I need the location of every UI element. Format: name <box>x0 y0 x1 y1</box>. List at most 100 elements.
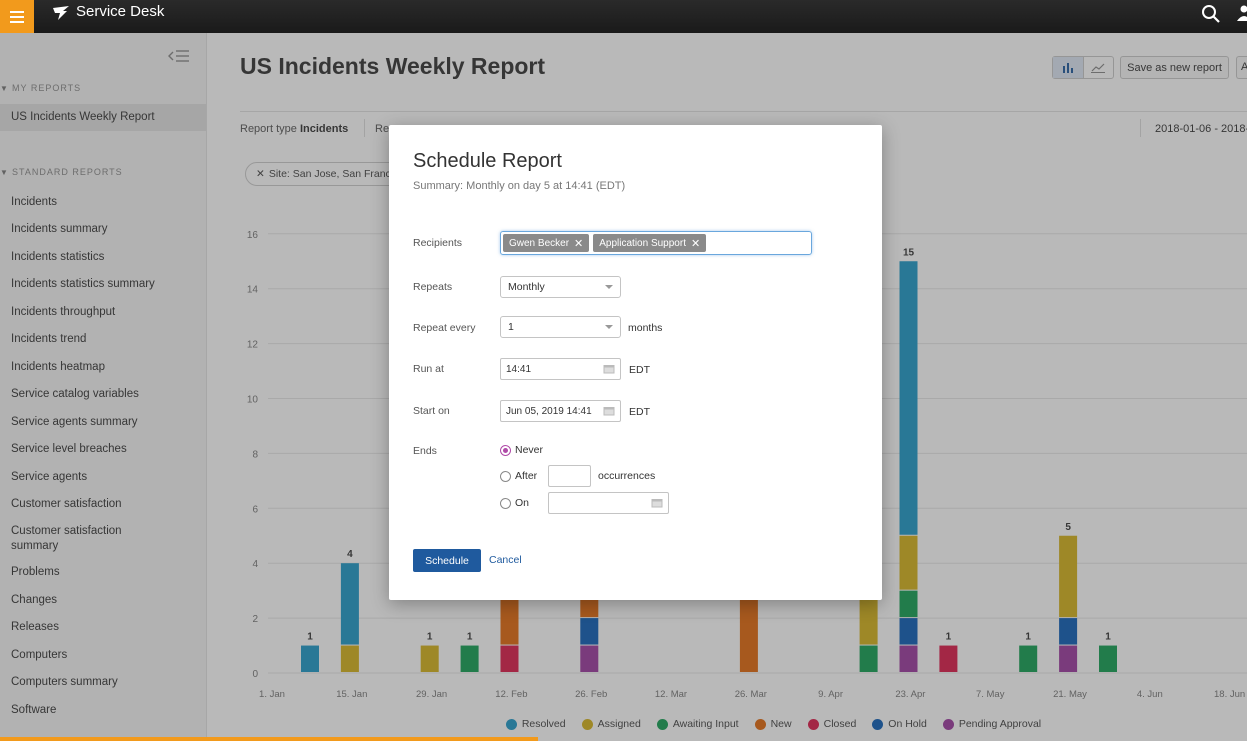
ends-after-radio[interactable]: After <box>500 470 537 482</box>
ends-never-radio[interactable]: Never <box>500 444 543 456</box>
sidebar-item-service-agents-summary[interactable]: Service agents summary <box>11 416 138 428</box>
radio-icon[interactable] <box>500 470 511 482</box>
ends-label: Ends <box>413 445 437 457</box>
y-tick-label: 2 <box>252 614 258 625</box>
hamburger-menu-icon[interactable] <box>0 0 34 33</box>
bar-segment-resolved <box>340 563 359 645</box>
line-chart-icon <box>1091 63 1106 73</box>
remove-recipient-icon[interactable]: ✕ <box>690 237 701 250</box>
legend-label: Assigned <box>597 718 641 730</box>
bar-total-label: 1 <box>307 632 313 643</box>
legend-item-closed[interactable]: Closed <box>807 714 856 734</box>
x-tick-label: 21. May <box>1053 689 1087 700</box>
repeat-every-label: Repeat every <box>413 322 476 334</box>
sidebar-item-service-agents[interactable]: Service agents <box>11 471 88 483</box>
start-on-input[interactable]: Jun 05, 2019 14:41 <box>500 400 621 422</box>
filter-truncated[interactable]: Re <box>375 123 390 135</box>
x-tick-label: 12. Mar <box>655 689 687 700</box>
radio-checked-icon[interactable] <box>500 444 511 456</box>
app-title: Service Desk <box>76 3 165 20</box>
bar-chart-icon <box>1062 62 1073 73</box>
recipients-input[interactable]: Gwen Becker ✕ Application Support ✕ <box>500 231 812 255</box>
dropdown-arrow-icon <box>605 285 613 289</box>
date-range[interactable]: 2018-01-06 - 2018-0 <box>1155 123 1247 135</box>
legend-item-awaiting-input[interactable]: Awaiting Input <box>656 714 739 734</box>
x-tick-label: 4. Jun <box>1137 689 1163 700</box>
legend-label: Resolved <box>521 718 566 730</box>
standard-reports-header[interactable]: ▼ STANDARD REPORTS <box>0 167 123 177</box>
bar-segment-assigned <box>899 535 918 590</box>
bar-segment-closed <box>939 645 958 672</box>
legend-swatch <box>581 718 593 730</box>
sidebar-item-incidents-statistics[interactable]: Incidents statistics <box>11 251 105 263</box>
legend-label: Pending Approval <box>958 718 1042 730</box>
ends-on-radio[interactable]: On <box>500 497 529 509</box>
sidebar-item-computers[interactable]: Computers <box>11 649 68 661</box>
y-tick-label: 0 <box>252 669 258 680</box>
y-tick-label: 16 <box>247 230 259 241</box>
sidebar-item-incidents-heatmap[interactable]: Incidents heatmap <box>11 361 105 373</box>
sidebar-item-service-level-breaches[interactable]: Service level breaches <box>11 443 127 455</box>
more-actions-button[interactable]: A <box>1236 56 1247 79</box>
schedule-report-dialog: Schedule Report Summary: Monthly on day … <box>389 125 882 600</box>
schedule-button[interactable]: Schedule <box>413 549 481 572</box>
caret-down-icon: ▼ <box>0 84 9 93</box>
sidebar-item-customer-satisfaction-summary[interactable]: Customer satisfaction summary <box>11 525 122 552</box>
user-icon[interactable] <box>1236 5 1247 21</box>
legend-label: Awaiting Input <box>672 718 739 730</box>
collapse-sidebar-icon[interactable] <box>168 49 190 63</box>
sidebar-item-releases[interactable]: Releases <box>11 621 59 633</box>
my-reports-header[interactable]: ▼ MY REPORTS <box>0 83 82 93</box>
bar-chart-view-button[interactable] <box>1053 57 1084 78</box>
calendar-icon[interactable] <box>603 406 615 416</box>
x-tick-label: 18. Jun <box>1214 689 1245 700</box>
sidebar-item-incidents-statistics-summary[interactable]: Incidents statistics summary <box>11 278 155 290</box>
remove-recipient-icon[interactable]: ✕ <box>574 237 584 250</box>
legend-item-new[interactable]: New <box>754 714 792 734</box>
start-on-timezone: EDT <box>629 406 650 418</box>
x-tick-label: 1. Jan <box>259 689 285 700</box>
sidebar-item-incidents-trend[interactable]: Incidents trend <box>11 333 87 345</box>
calendar-icon[interactable] <box>603 364 615 374</box>
repeat-every-select[interactable]: 1 <box>500 316 621 338</box>
radio-icon[interactable] <box>500 497 511 509</box>
bar-segment-closed <box>500 645 519 672</box>
x-tick-label: 26. Mar <box>735 689 767 700</box>
loading-progress-bar <box>0 737 538 741</box>
bar-segment-awaiting-input <box>859 645 878 672</box>
occurrences-input[interactable] <box>548 465 591 487</box>
report-type-filter[interactable]: Report type Incidents <box>240 123 349 135</box>
y-tick-label: 4 <box>252 559 258 570</box>
cancel-button[interactable]: Cancel <box>489 554 522 566</box>
repeat-every-unit: months <box>628 322 663 334</box>
bar-total-label: 5 <box>1065 522 1071 533</box>
bar-segment-on-hold <box>580 618 599 645</box>
remove-filter-icon[interactable]: ✕ <box>256 168 265 180</box>
repeats-select[interactable]: Monthly <box>500 276 621 298</box>
sidebar-item-service-catalog-variables[interactable]: Service catalog variables <box>11 388 139 400</box>
sidebar-item-computers-summary[interactable]: Computers summary <box>11 676 118 688</box>
sidebar-item-problems[interactable]: Problems <box>11 566 60 578</box>
ends-on-date-input[interactable] <box>548 492 669 514</box>
bar-segment-awaiting-input <box>460 645 479 672</box>
calendar-icon[interactable] <box>651 498 663 508</box>
line-chart-view-button[interactable] <box>1084 57 1114 78</box>
bar-total-label: 4 <box>347 549 353 560</box>
sidebar-item-incidents-throughput[interactable]: Incidents throughput <box>11 306 116 318</box>
run-at-input[interactable]: 14:41 <box>500 358 621 380</box>
sidebar-item-customer-satisfaction[interactable]: Customer satisfaction <box>11 498 122 510</box>
legend-item-pending-approval[interactable]: Pending Approval <box>942 714 1042 734</box>
service-desk-logo-icon <box>53 6 69 20</box>
save-as-new-report-button[interactable]: Save as new report <box>1120 56 1229 79</box>
legend-item-on-hold[interactable]: On Hold <box>872 714 927 734</box>
legend-item-resolved[interactable]: Resolved <box>505 714 566 734</box>
sidebar-item-incidents[interactable]: Incidents <box>11 196 58 208</box>
sidebar-item-us-incidents-weekly-report[interactable]: US Incidents Weekly Report <box>0 104 206 131</box>
sidebar-item-incidents-summary[interactable]: Incidents summary <box>11 223 108 235</box>
legend-item-assigned[interactable]: Assigned <box>581 714 641 734</box>
search-icon[interactable] <box>1200 3 1222 25</box>
sidebar-item-changes[interactable]: Changes <box>11 594 58 606</box>
bar-segment-assigned <box>859 590 878 645</box>
x-tick-label: 23. Apr <box>895 689 925 700</box>
sidebar-item-software[interactable]: Software <box>11 704 57 716</box>
